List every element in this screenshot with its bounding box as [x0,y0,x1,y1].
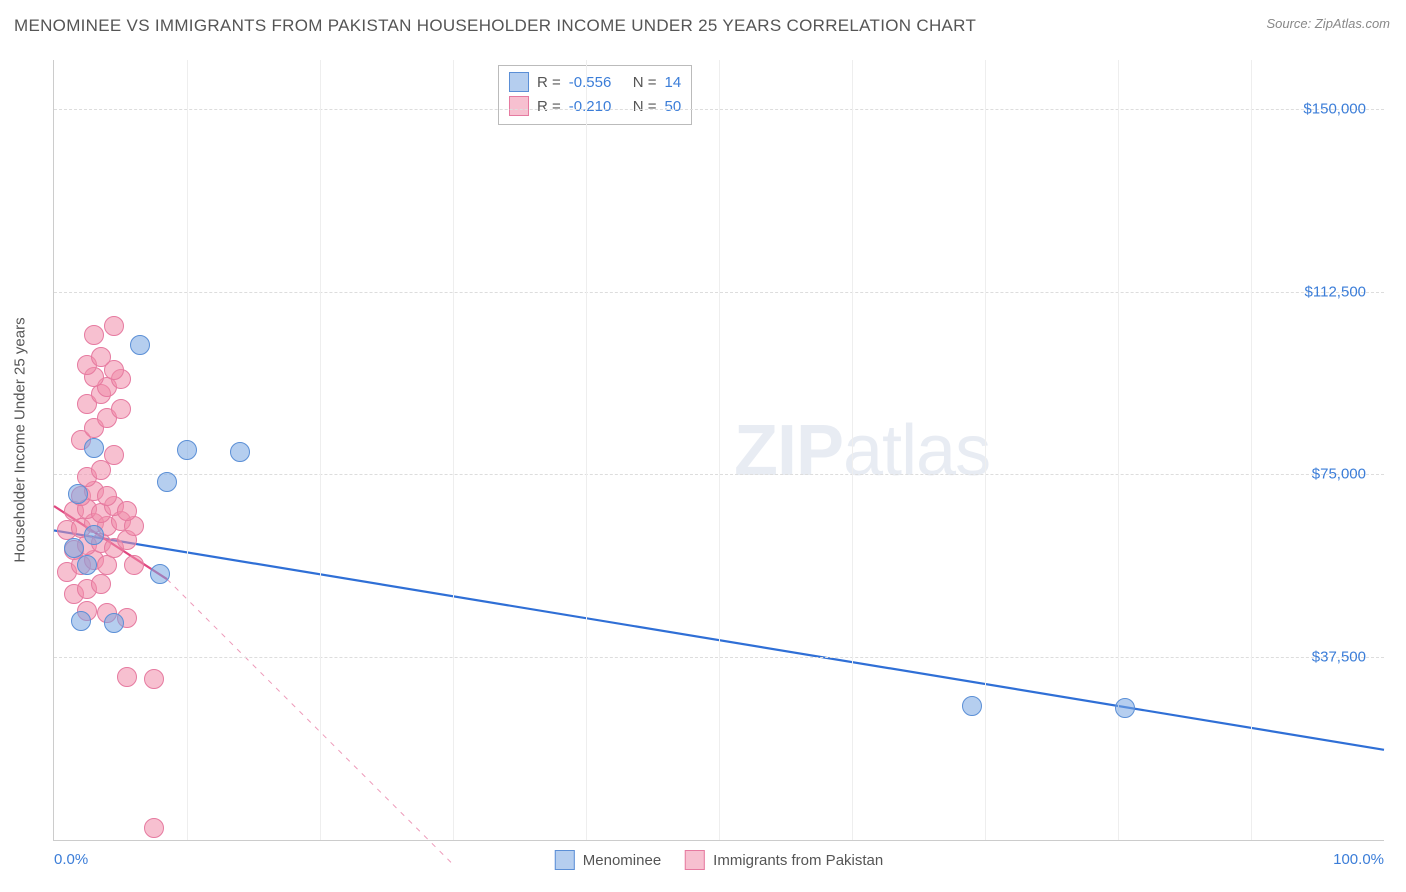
y-tick-label: $112,500 [1305,283,1366,300]
plot-area: ZIPatlas R = -0.556 N = 14 R = -0.210 N … [53,60,1384,841]
gridline-v [453,60,454,840]
watermark-zip: ZIP [734,411,843,491]
label-n: N = [633,98,657,115]
x-tick-label: 100.0% [1333,851,1384,868]
chart-title: MENOMINEE VS IMMIGRANTS FROM PAKISTAN HO… [14,16,976,36]
swatch-series-2 [509,96,529,116]
data-point [150,564,170,584]
page-container: MENOMINEE VS IMMIGRANTS FROM PAKISTAN HO… [0,0,1406,892]
data-point [68,484,88,504]
value-n-1: 14 [665,74,682,91]
gridline-v [320,60,321,840]
gridline-v [1251,60,1252,840]
label-r: R = [537,74,561,91]
gridline-v [719,60,720,840]
data-point [84,438,104,458]
data-point [97,486,117,506]
data-point [111,399,131,419]
data-point [104,316,124,336]
data-point [144,818,164,838]
data-point [117,501,137,521]
data-point [230,442,250,462]
data-point [97,555,117,575]
correlation-legend: R = -0.556 N = 14 R = -0.210 N = 50 [498,65,692,125]
value-n-2: 50 [665,98,682,115]
data-point [64,538,84,558]
data-point [177,440,197,460]
data-point [71,611,91,631]
legend-row-series-1: R = -0.556 N = 14 [509,70,681,94]
trend-line-extension [167,579,453,864]
label-n: N = [633,74,657,91]
data-point [144,669,164,689]
value-r-1: -0.556 [569,74,625,91]
y-axis-title: Householder Income Under 25 years [12,317,29,562]
gridline-v [1118,60,1119,840]
swatch-series-1 [555,850,575,870]
data-point [84,525,104,545]
legend-item-1: Menominee [555,850,661,870]
data-point [77,555,97,575]
legend-label-2: Immigrants from Pakistan [713,852,883,869]
legend-row-series-2: R = -0.210 N = 50 [509,94,681,118]
series-legend: Menominee Immigrants from Pakistan [555,850,883,870]
swatch-series-2 [685,850,705,870]
data-point [84,325,104,345]
gridline-v [586,60,587,840]
gridline-v [985,60,986,840]
swatch-series-1 [509,72,529,92]
source-attribution: Source: ZipAtlas.com [1266,16,1390,31]
data-point [124,555,144,575]
data-point [104,613,124,633]
x-tick-label: 0.0% [54,851,88,868]
label-r: R = [537,98,561,115]
data-point [91,574,111,594]
value-r-2: -0.210 [569,98,625,115]
data-point [117,667,137,687]
y-tick-label: $150,000 [1303,100,1366,117]
y-tick-label: $37,500 [1312,649,1366,666]
gridline-v [852,60,853,840]
data-point [130,335,150,355]
legend-item-2: Immigrants from Pakistan [685,850,883,870]
watermark-atlas: atlas [843,411,990,491]
data-point [157,472,177,492]
data-point [91,347,111,367]
data-point [104,445,124,465]
data-point [1115,698,1135,718]
watermark: ZIPatlas [734,410,990,492]
y-tick-label: $75,000 [1312,466,1366,483]
data-point [962,696,982,716]
legend-label-1: Menominee [583,852,661,869]
